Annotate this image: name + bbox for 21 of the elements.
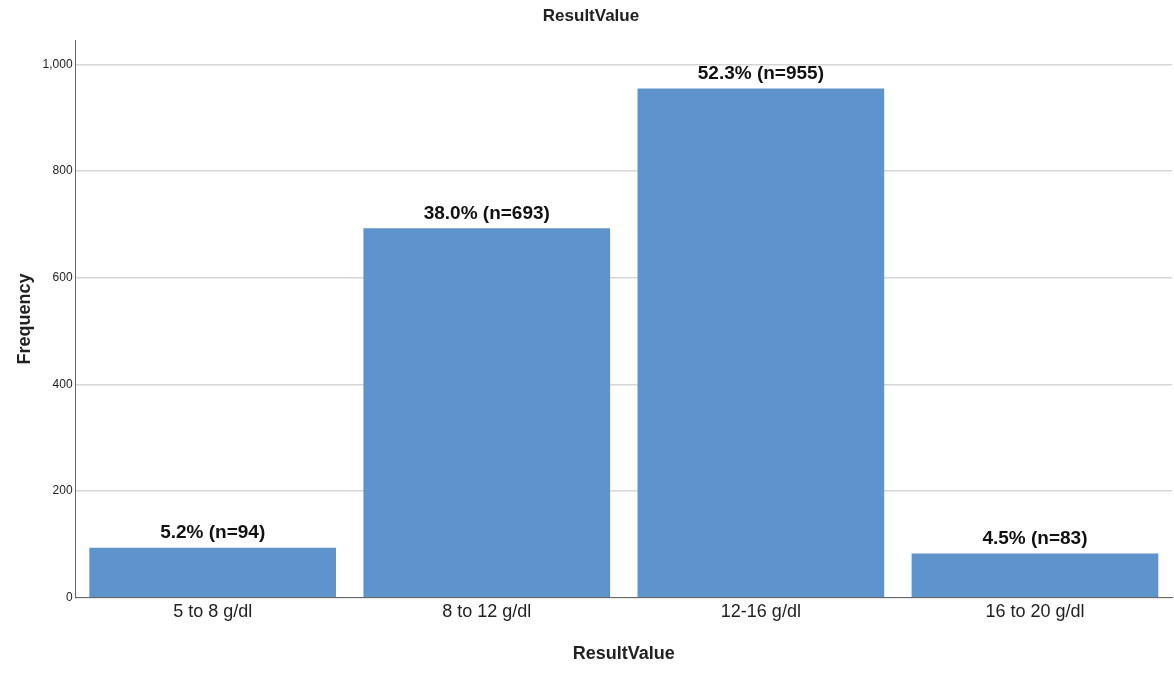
x-tick-label: 12-16 g/dl <box>720 600 801 621</box>
data-label: 52.3% (n=955) <box>697 62 824 84</box>
y-tick-label: 1,000 <box>42 56 73 71</box>
y-tick-label: 600 <box>52 270 73 285</box>
y-tick-label: 400 <box>52 376 73 391</box>
data-label: 5.2% (n=94) <box>160 521 266 543</box>
bar <box>637 88 885 598</box>
x-tick-label: 5 to 8 g/dl <box>173 600 253 621</box>
x-tick-label: 16 to 20 g/dl <box>985 600 1085 621</box>
y-axis-title: Frequency <box>13 273 34 365</box>
data-label: 38.0% (n=693) <box>423 201 550 223</box>
y-tick-label: 0 <box>65 590 73 605</box>
y-tick-label: 200 <box>52 483 73 498</box>
x-axis-title: ResultValue <box>572 643 675 664</box>
data-label: 4.5% (n=83) <box>982 527 1088 549</box>
bar <box>911 553 1159 598</box>
bar <box>363 228 611 598</box>
y-tick-label: 800 <box>52 163 73 178</box>
bar <box>89 547 337 598</box>
chart-title: ResultValue <box>542 5 640 25</box>
x-tick-label: 8 to 12 g/dl <box>442 600 532 621</box>
